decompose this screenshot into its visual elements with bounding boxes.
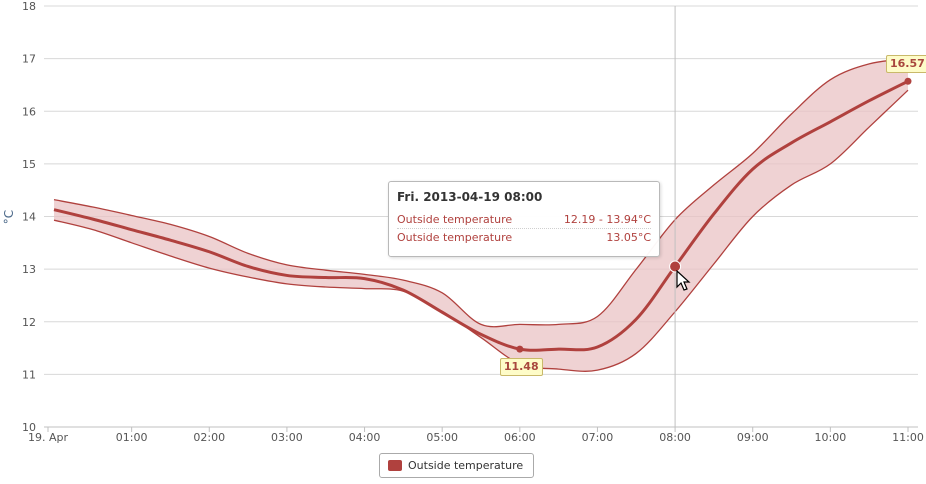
tooltip-series-name: Outside temperature	[397, 231, 513, 244]
min-value-flag: 11.48	[499, 358, 543, 377]
tooltip-series-name: Outside temperature	[397, 213, 513, 226]
chart-tooltip: Fri. 2013-04-19 08:00 Outside temperatur…	[388, 181, 660, 257]
tooltip-range-value: 12.19 - 13.94°C	[563, 213, 651, 226]
x-tick-label: 11:00	[892, 431, 924, 444]
chart-legend[interactable]: Outside temperature	[379, 453, 534, 478]
x-tick-label: 01:00	[116, 431, 148, 444]
range-band-low-line	[53, 89, 909, 372]
tooltip-value: 13.05°C	[606, 231, 651, 244]
hovered-point-marker	[669, 260, 682, 273]
data-point-marker	[516, 345, 524, 353]
x-tick-label: 05:00	[426, 431, 458, 444]
x-tick-label: 02:00	[193, 431, 225, 444]
y-tick-label: 16	[22, 105, 36, 118]
x-tick-label: 09:00	[737, 431, 769, 444]
x-tick-label: 03:00	[271, 431, 303, 444]
y-tick-label: 10	[22, 421, 36, 434]
temperature-line	[53, 79, 909, 352]
x-tick-label: 07:00	[582, 431, 614, 444]
tooltip-row-value: Outside temperature 13.05°C	[397, 229, 651, 246]
y-tick-label: 11	[22, 368, 36, 381]
x-tick-label: 19. Apr	[28, 431, 68, 444]
y-tick-label: 18	[22, 0, 36, 13]
max-value-flag: 16.57	[886, 55, 926, 74]
y-tick-label: 14	[22, 211, 36, 224]
y-tick-label: 12	[22, 316, 36, 329]
x-tick-label: 04:00	[349, 431, 381, 444]
range-band-high-line	[53, 57, 909, 328]
x-tick-label: 10:00	[815, 431, 847, 444]
y-axis-title: °C	[2, 210, 16, 224]
data-point-marker	[904, 77, 912, 85]
tooltip-title: Fri. 2013-04-19 08:00	[397, 190, 543, 204]
legend-item-outside-temperature[interactable]: Outside temperature	[408, 459, 524, 472]
range-band-area	[54, 58, 908, 372]
legend-swatch	[388, 460, 402, 471]
y-tick-label: 17	[22, 53, 36, 66]
mouse-pointer-icon	[676, 270, 691, 291]
tooltip-row-range: Outside temperature 12.19 - 13.94°C	[397, 211, 651, 229]
y-tick-label: 15	[22, 158, 36, 171]
x-tick-label: 06:00	[504, 431, 536, 444]
x-tick-label: 08:00	[659, 431, 691, 444]
y-tick-label: 13	[22, 263, 36, 276]
